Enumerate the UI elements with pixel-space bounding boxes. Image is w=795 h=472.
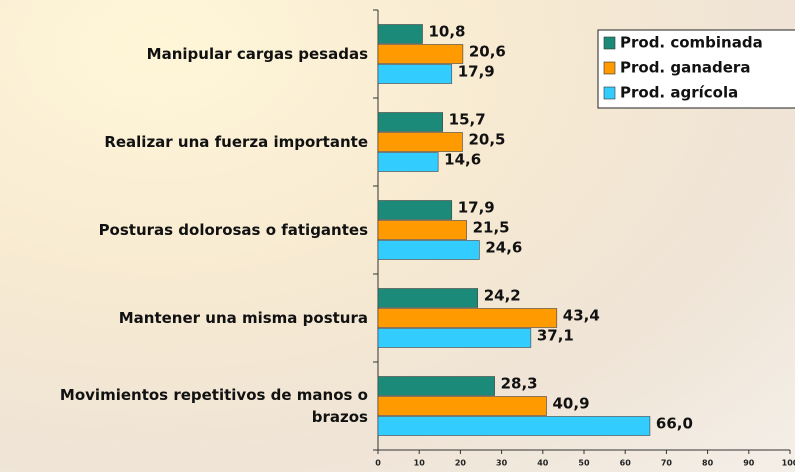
category-label: Movimientos repetitivos de manos o brazo… xyxy=(59,386,368,426)
x-tick-label: 90 xyxy=(743,459,755,468)
value-label: 20,6 xyxy=(469,43,506,61)
value-label: 17,9 xyxy=(458,63,495,81)
value-label: 21,5 xyxy=(473,219,510,237)
value-label: 40,9 xyxy=(553,395,590,413)
value-label: 24,2 xyxy=(484,287,521,305)
bar xyxy=(377,328,532,348)
x-tick-label: 60 xyxy=(620,459,632,468)
bar xyxy=(377,200,453,220)
value-label: 43,4 xyxy=(563,307,600,325)
x-tick-label: 100 xyxy=(782,459,795,468)
value-label: 14,6 xyxy=(444,151,481,169)
legend-label: Prod. combinada xyxy=(620,34,763,52)
x-tick-label: 20 xyxy=(455,459,467,468)
bar xyxy=(377,44,464,64)
value-label: 24,6 xyxy=(485,239,522,257)
bar xyxy=(377,240,480,260)
value-label: 15,7 xyxy=(449,111,486,129)
bar xyxy=(377,288,479,308)
category-label: Posturas dolorosas o fatigantes xyxy=(98,221,368,239)
bar xyxy=(377,24,423,44)
x-tick-label: 80 xyxy=(702,459,714,468)
value-label: 17,9 xyxy=(458,199,495,217)
bar xyxy=(377,396,547,416)
bar xyxy=(377,112,443,132)
x-tick-label: 40 xyxy=(537,459,549,468)
value-label: 10,8 xyxy=(428,23,465,41)
x-tick-label: 0 xyxy=(375,459,381,468)
bar xyxy=(377,64,453,84)
bar xyxy=(377,376,495,396)
value-label: 37,1 xyxy=(537,327,574,345)
category-label: Manipular cargas pesadas xyxy=(146,45,368,63)
category-label: Realizar una fuerza importante xyxy=(104,133,368,151)
value-label: 28,3 xyxy=(501,375,538,393)
legend-swatch xyxy=(603,36,616,50)
legend-label: Prod. agrícola xyxy=(620,84,738,102)
x-tick-label: 30 xyxy=(496,459,508,468)
x-tick-label: 70 xyxy=(661,459,673,468)
category-label: Mantener una misma postura xyxy=(118,309,368,327)
value-label: 66,0 xyxy=(656,415,693,433)
legend-swatch xyxy=(603,86,616,100)
bar xyxy=(377,152,439,172)
legend-swatch xyxy=(603,61,616,75)
bar xyxy=(377,132,463,152)
bar xyxy=(377,416,651,436)
bar xyxy=(377,308,558,328)
legend-label: Prod. ganadera xyxy=(620,59,750,77)
value-label: 20,5 xyxy=(468,131,505,149)
legend-box xyxy=(597,29,795,109)
bar xyxy=(377,220,467,240)
x-tick-label: 50 xyxy=(578,459,590,468)
x-tick-label: 10 xyxy=(414,459,426,468)
